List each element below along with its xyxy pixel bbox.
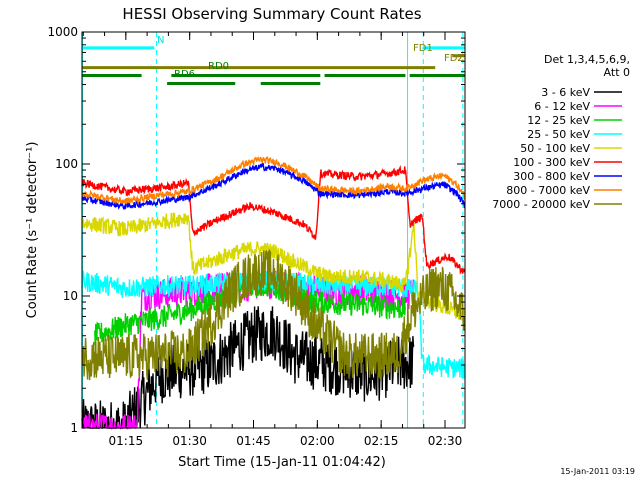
series-line — [81, 212, 466, 321]
series-line — [81, 161, 466, 211]
legend-entry-label: 3 - 6 keV — [541, 86, 590, 99]
chart-title: HESSI Observing Summary Count Rates — [122, 5, 421, 23]
series-line — [82, 269, 415, 431]
x-tick-label: 02:30 — [428, 434, 463, 448]
series-line — [81, 249, 466, 381]
flag-label-rd6: RD6 — [174, 69, 195, 80]
legend-title-line2: Att 0 — [604, 66, 630, 79]
legend-title-line1: Det 1,3,4,5,6,9, — [544, 53, 630, 66]
x-axis-label: Start Time (15-Jan-11 01:04:42) — [178, 455, 386, 470]
series-lines — [81, 155, 466, 431]
y-tick-label: 1 — [70, 421, 78, 435]
flag-label-fd1: FD1 — [413, 43, 433, 54]
flag-label-fdz: FDZ — [444, 53, 464, 64]
legend-entry-label: 12 - 25 keV — [527, 114, 590, 127]
legend-entry-label: 300 - 800 keV — [513, 170, 590, 183]
legend-entry-label: 50 - 100 keV — [520, 142, 590, 155]
y-axis-label: Count Rate (s⁻¹ detector⁻¹) — [25, 142, 40, 319]
legend-entry-label: 800 - 7000 keV — [506, 184, 590, 197]
x-tick-label: 01:15 — [109, 434, 144, 448]
flag-label-n: N — [157, 35, 164, 46]
series-line — [81, 155, 466, 205]
legend-entry-label: 100 - 300 keV — [513, 156, 590, 169]
x-tick-label: 01:45 — [236, 434, 271, 448]
x-axis-ticks: 01:15 01:30 01:45 02:00 02:15 02:30 — [82, 32, 463, 448]
plot-frame — [81, 31, 466, 429]
x-tick-label: 02:00 — [300, 434, 335, 448]
flag-bars — [82, 46, 465, 85]
x-tick-label: 02:15 — [364, 434, 399, 448]
y-axis-ticks: 1 10 100 1000 — [47, 25, 465, 435]
x-tick-label: 01:30 — [172, 434, 207, 448]
legend-entry-label: 25 - 50 keV — [527, 128, 590, 141]
series-line — [81, 164, 466, 275]
y-tick-label: 1000 — [47, 25, 78, 39]
legend-entry-label: 6 - 12 keV — [534, 100, 590, 113]
legend-entry-label: 7000 - 20000 keV — [492, 198, 590, 211]
timestamp: 15-Jan-2011 03:19 — [560, 467, 635, 476]
y-tick-label: 100 — [55, 157, 78, 171]
y-tick-label: 10 — [63, 289, 78, 303]
flag-label-rd0: RD0 — [208, 61, 229, 72]
